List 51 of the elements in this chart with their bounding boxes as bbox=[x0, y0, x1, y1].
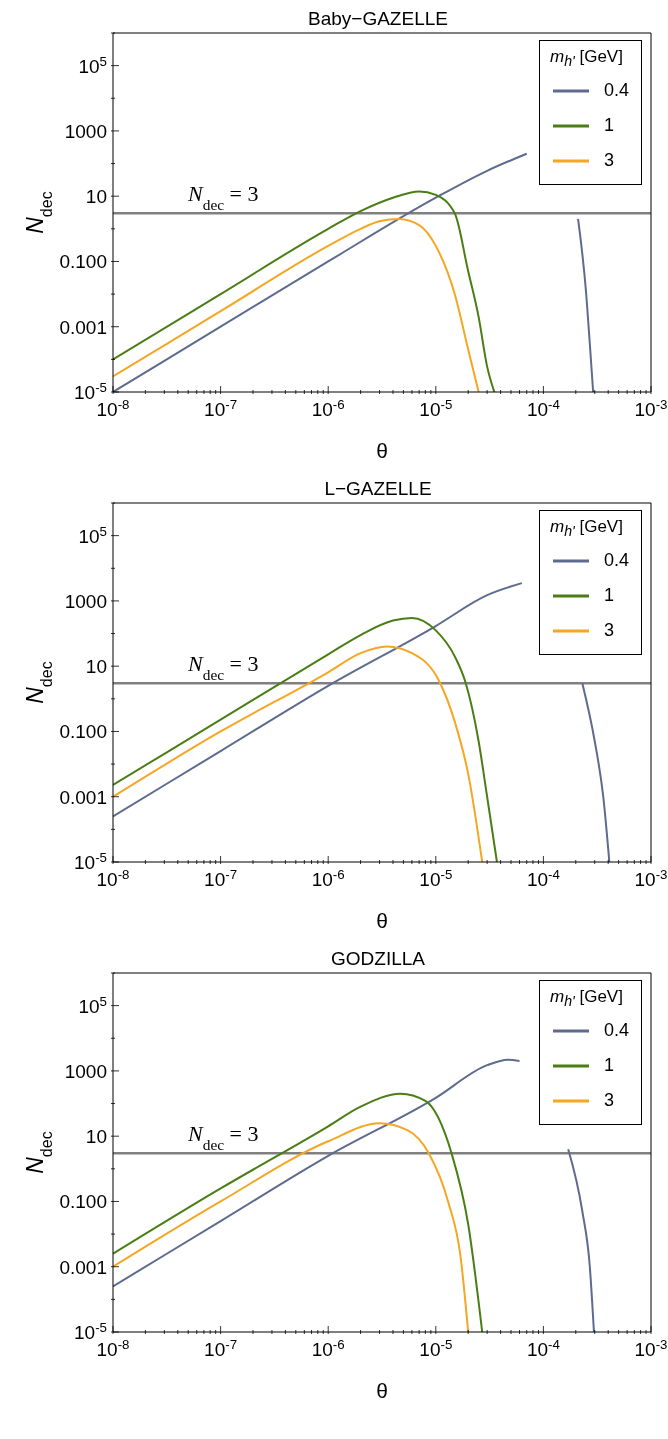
x-tick-label: 10$^{-7}$ bbox=[204, 866, 238, 890]
x-tick-label: 10$^{-6}$ bbox=[311, 396, 345, 420]
ref-line-label: N$_{dec}$ = 3 bbox=[187, 181, 259, 213]
x-axis-title: θ bbox=[376, 1379, 388, 1402]
x-tick-label: 10$^{-5}$ bbox=[419, 1336, 453, 1360]
x-tick-label: 10$^{-7}$ bbox=[204, 1336, 238, 1360]
legend-label: 3 bbox=[603, 620, 614, 642]
x-tick-label: 10$^{-4}$ bbox=[526, 396, 560, 420]
legend-label: 3 bbox=[603, 150, 614, 172]
y-tick-label: 0.001 bbox=[59, 786, 107, 808]
x-tick-label: 10$^{-3}$ bbox=[634, 396, 668, 420]
ref-line-label: N$_{dec}$ = 3 bbox=[187, 1121, 259, 1153]
x-tick-label: 10$^{-6}$ bbox=[311, 866, 345, 890]
legend-title: m$_{h'}$ [GeV] bbox=[549, 987, 623, 1010]
y-tick-label: 1000 bbox=[64, 1060, 107, 1082]
legend-title: m$_{h'}$ [GeV] bbox=[549, 517, 623, 540]
y-tick-label: 1000 bbox=[64, 590, 107, 612]
x-tick-label: 10$^{-7}$ bbox=[204, 396, 238, 420]
y-tick-label: 0.100 bbox=[59, 1191, 107, 1213]
legend-label: 1 bbox=[603, 1055, 614, 1077]
legend-label: 3 bbox=[603, 1090, 614, 1112]
legend-label: 1 bbox=[603, 585, 614, 607]
y-tick-label: 1000 bbox=[64, 120, 107, 142]
chart-title: GODZILLA bbox=[330, 948, 426, 970]
chart-title: Baby−GAZELLE bbox=[307, 8, 449, 30]
y-tick-label: 0.001 bbox=[59, 316, 107, 338]
x-tick-label: 10$^{-4}$ bbox=[526, 1336, 560, 1360]
legend-label: 0.4 bbox=[603, 550, 629, 572]
x-tick-label: 10$^{-5}$ bbox=[419, 866, 453, 890]
y-tick-label: 0.100 bbox=[59, 251, 107, 273]
legend-label: 0.4 bbox=[603, 80, 629, 102]
x-tick-label: 10$^{-4}$ bbox=[526, 866, 560, 890]
legend-title: m$_{h'}$ [GeV] bbox=[549, 47, 623, 70]
y-tick-label: 10$^{5}$ bbox=[78, 993, 107, 1017]
legend-label: 1 bbox=[603, 115, 614, 137]
x-tick-label: 10$^{-5}$ bbox=[419, 396, 453, 420]
y-tick-label: 10 bbox=[85, 1126, 107, 1148]
y-tick-label: 10$^{5}$ bbox=[78, 523, 107, 547]
x-tick-label: 10$^{-6}$ bbox=[311, 1336, 345, 1360]
y-tick-label: 0.001 bbox=[59, 1256, 107, 1278]
y-tick-label: 10 bbox=[85, 656, 107, 678]
x-axis-title: θ bbox=[376, 439, 388, 462]
x-tick-label: 10$^{-3}$ bbox=[634, 1336, 668, 1360]
x-axis-title: θ bbox=[376, 909, 388, 932]
legend-label: 0.4 bbox=[603, 1020, 629, 1042]
x-tick-label: 10$^{-3}$ bbox=[634, 866, 668, 890]
y-tick-label: 10 bbox=[85, 186, 107, 208]
y-tick-label: 0.100 bbox=[59, 721, 107, 743]
chart-title: L−GAZELLE bbox=[323, 478, 433, 500]
ref-line-label: N$_{dec}$ = 3 bbox=[187, 651, 259, 683]
y-tick-label: 10$^{5}$ bbox=[78, 53, 107, 77]
